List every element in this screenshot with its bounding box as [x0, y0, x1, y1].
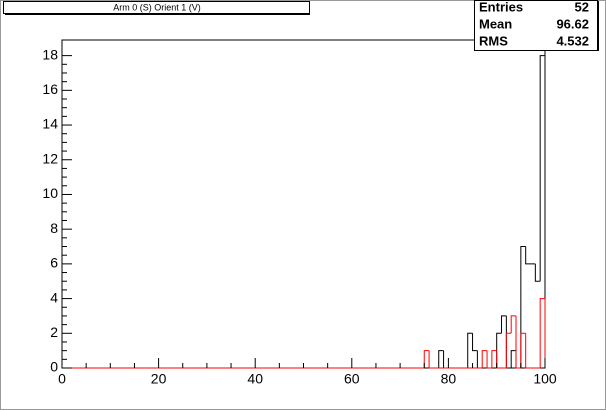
histogram-bin — [534, 263, 541, 282]
x-tick-label: 100 — [533, 371, 557, 387]
y-tick-label: 8 — [50, 220, 58, 236]
histogram-bin — [481, 350, 488, 368]
histogram-bin — [520, 332, 526, 368]
y-tick-label: 18 — [42, 46, 58, 62]
x-tick-label: 0 — [58, 371, 66, 387]
histogram-bin — [472, 333, 478, 352]
stat-value: 52 — [575, 0, 589, 14]
histogram-bin — [525, 333, 531, 369]
y-tick-label: 6 — [50, 255, 58, 271]
stat-value: 4.532 — [556, 33, 589, 48]
histogram-bin — [525, 246, 531, 265]
y-tick-label: 10 — [42, 185, 58, 201]
y-tick-label: 14 — [42, 116, 58, 132]
histogram-bin — [486, 350, 492, 369]
x-tick-label: 60 — [344, 371, 360, 387]
stat-label: Entries — [479, 0, 523, 14]
histogram-bin — [467, 332, 473, 368]
stat-value: 96.62 — [556, 16, 589, 31]
chart-title: Arm 0 (S) Orient 1 (V) — [113, 2, 201, 12]
stat-label: Mean — [479, 16, 512, 31]
y-tick-label: 12 — [42, 150, 58, 166]
y-tick-label: 4 — [50, 289, 58, 305]
stat-label: RMS — [479, 33, 508, 48]
y-tick-label: 16 — [42, 81, 58, 97]
histogram-bin — [505, 332, 512, 368]
histogram-bin — [515, 315, 521, 369]
stats-box — [474, 0, 598, 51]
histogram-bin — [428, 350, 434, 369]
x-tick-label: 80 — [441, 371, 457, 387]
histogram-bin — [539, 55, 546, 368]
x-tick-label: 20 — [151, 371, 167, 387]
histogram-bin — [539, 298, 546, 368]
plot-frame — [61, 39, 546, 369]
marks — [62, 55, 546, 369]
histogram-bin — [491, 350, 497, 368]
x-tick-label: 40 — [247, 371, 263, 387]
histogram-bin — [510, 315, 517, 334]
y-tick-label: 0 — [50, 359, 58, 375]
histogram-bin — [520, 246, 526, 368]
histogram-bin — [510, 350, 517, 368]
histogram-bin — [501, 315, 507, 334]
histogram-bin — [423, 350, 430, 368]
y-tick-label: 2 — [50, 324, 58, 340]
histogram-bin — [438, 350, 444, 368]
